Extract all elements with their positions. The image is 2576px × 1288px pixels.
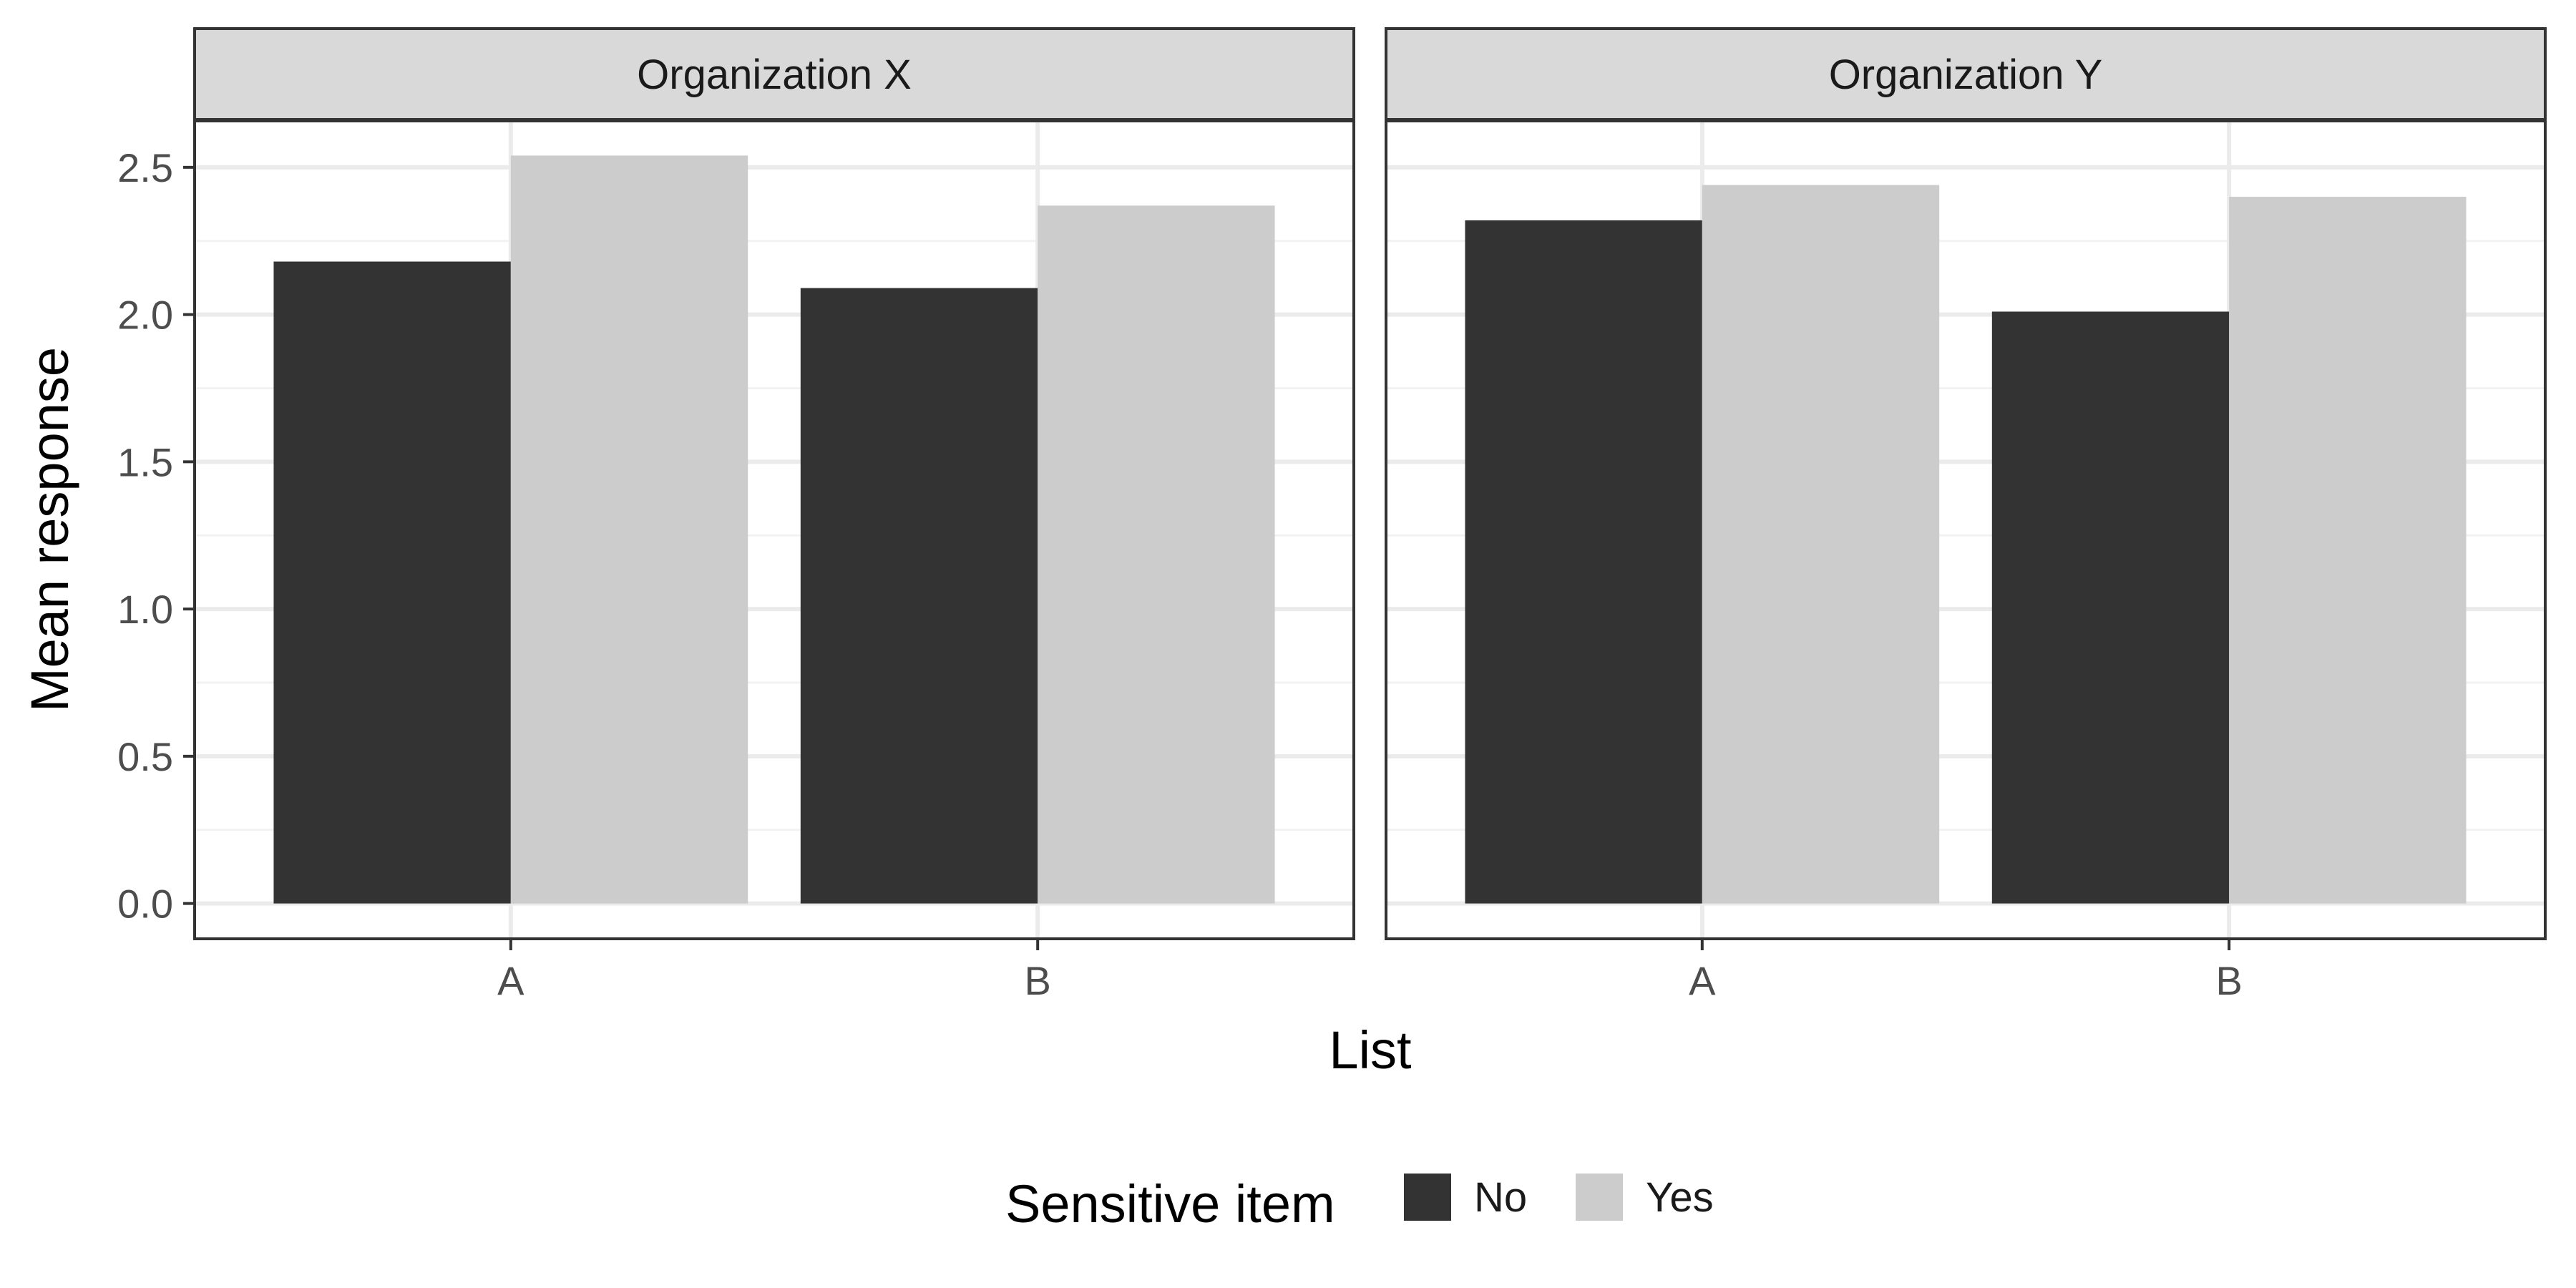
- bar-b-no: [800, 288, 1038, 904]
- panel-2: Organization Y: [1385, 27, 2547, 940]
- x-tick-label: A: [1689, 958, 1716, 1003]
- legend-label-no: No: [1474, 1174, 1527, 1221]
- legend-key-yes: [1576, 1174, 1623, 1221]
- x-axis-title: List: [1329, 1020, 1412, 1080]
- facet-strip-label: Organization Y: [1829, 52, 2103, 98]
- y-tick-label: 1.5: [117, 439, 173, 484]
- legend: Sensitive item No Yes: [1005, 1174, 1714, 1234]
- y-axis-title: Mean response: [20, 347, 79, 712]
- bar-b-yes: [2229, 196, 2467, 904]
- y-tick-label: 2.5: [117, 145, 173, 190]
- facet-strip-label: Organization X: [637, 52, 912, 98]
- y-tick-label: 0.5: [117, 734, 173, 779]
- y-axis: 0.0 0.5 1.0 1.5 2.0 2.5: [117, 145, 195, 927]
- legend-label-yes: Yes: [1646, 1174, 1714, 1221]
- bar-a-no: [273, 261, 511, 904]
- facet-panels: Organization X Organization Y: [193, 27, 2547, 940]
- bar-a-yes: [1702, 185, 1940, 904]
- legend-entries: No Yes: [1404, 1174, 1714, 1221]
- y-tick-label: 2.0: [117, 293, 173, 338]
- y-tick-label: 0.0: [117, 882, 173, 927]
- x-tick-label: B: [2216, 958, 2243, 1003]
- bar-b-yes: [1038, 205, 1275, 904]
- y-tick-label: 1.0: [117, 587, 173, 632]
- x-tick-label: A: [497, 958, 525, 1003]
- legend-key-no: [1404, 1174, 1451, 1221]
- x-tick-label: B: [1025, 958, 1051, 1003]
- bar-b-no: [1991, 311, 2230, 904]
- facet-strip: [1385, 27, 2547, 122]
- legend-title: Sensitive item: [1005, 1174, 1335, 1234]
- bar-a-yes: [510, 155, 748, 904]
- panel-1: Organization X: [193, 27, 1355, 940]
- bar-a-no: [1465, 220, 1702, 904]
